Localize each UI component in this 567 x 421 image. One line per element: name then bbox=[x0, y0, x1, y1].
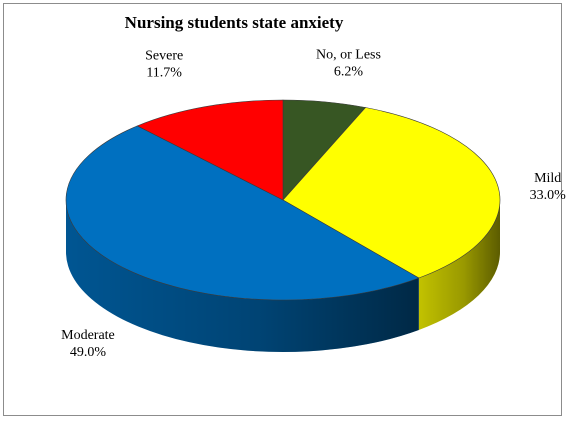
pie-slice-moderate bbox=[65, 125, 420, 301]
slice-label-no-or-less: No, or Less bbox=[316, 48, 381, 63]
slice-value-moderate: 49.0% bbox=[70, 345, 107, 360]
slice-value-mild: 33.0% bbox=[530, 188, 567, 203]
slice-label-severe: Severe bbox=[145, 49, 183, 64]
slice-value-no-or-less: 6.2% bbox=[334, 65, 364, 80]
pie-slice-mild bbox=[282, 107, 501, 279]
chart-title: Nursing students state anxiety bbox=[124, 13, 344, 32]
pie-side-shade-moderate bbox=[66, 200, 419, 352]
pie-side-shade-mild bbox=[418, 200, 500, 331]
pie-slice-severe bbox=[136, 99, 284, 201]
slice-label-mild: Mild bbox=[534, 171, 561, 186]
slice-label-moderate: Moderate bbox=[61, 328, 115, 343]
slice-value-severe: 11.7% bbox=[146, 66, 182, 81]
